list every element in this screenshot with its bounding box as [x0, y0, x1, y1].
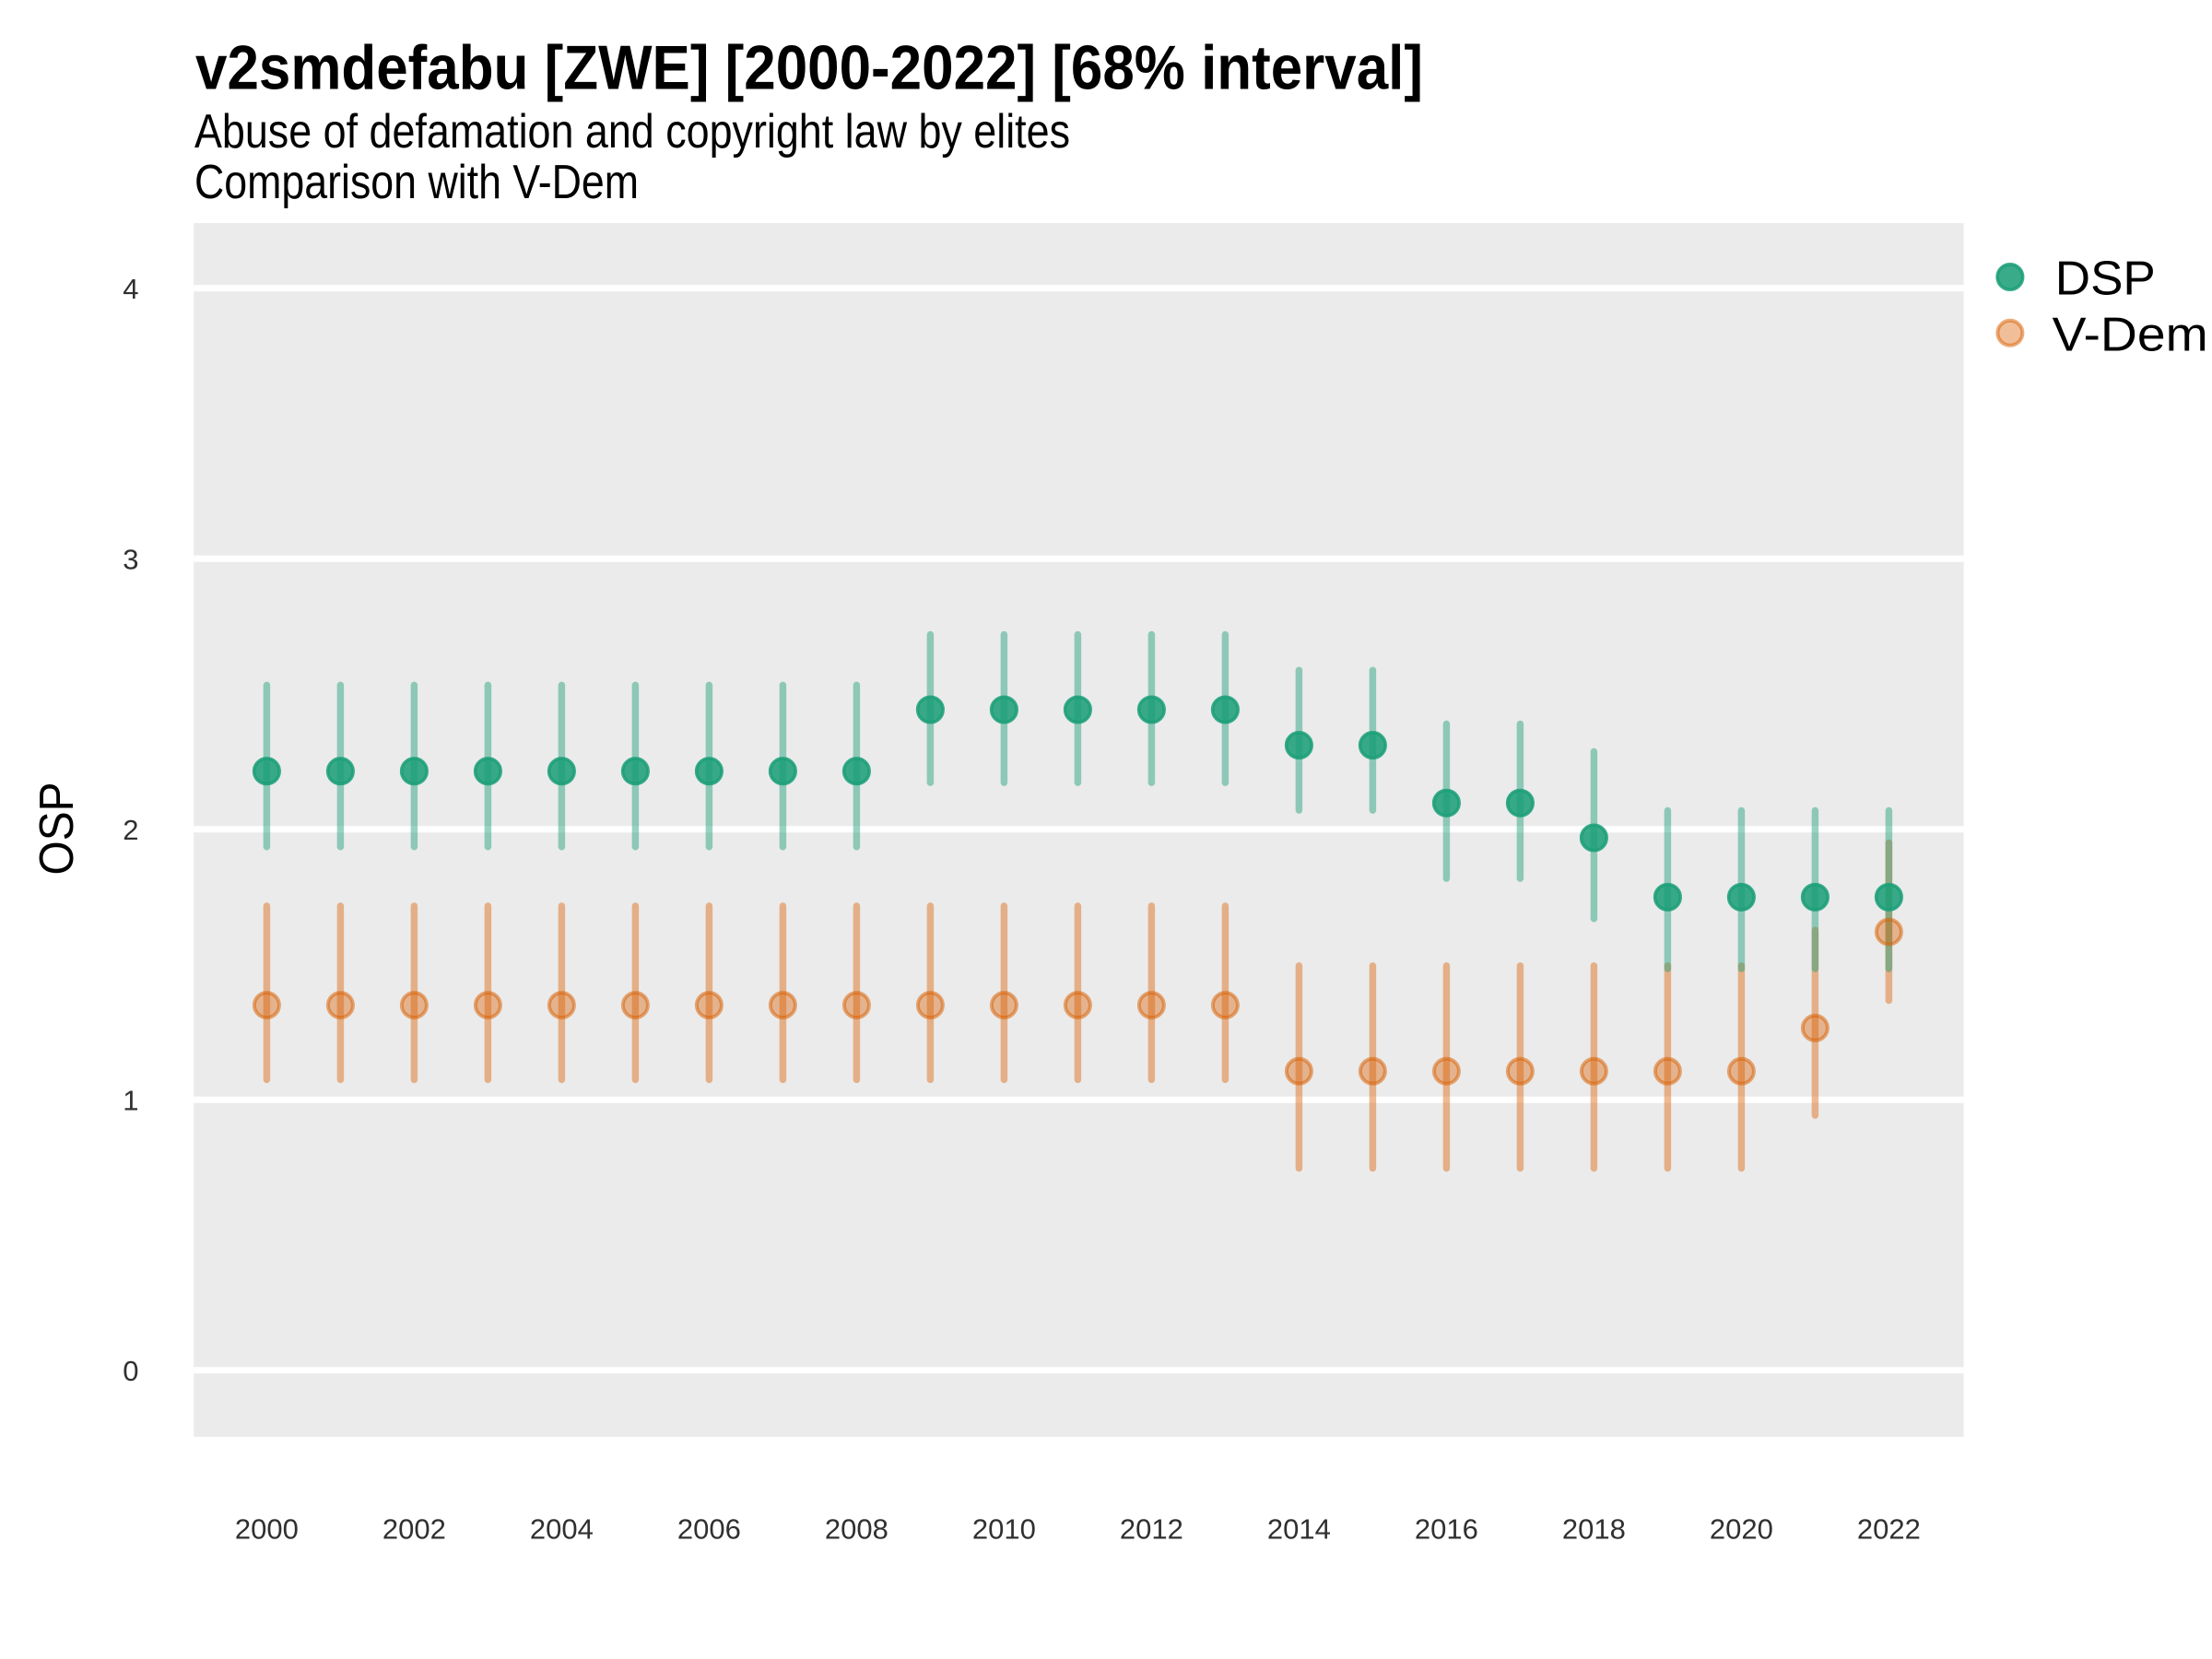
- svg-text:Comparison with V-Dem: Comparison with V-Dem: [194, 156, 639, 209]
- svg-text:2010: 2010: [972, 1513, 1036, 1546]
- svg-text:2020: 2020: [1710, 1513, 1773, 1546]
- svg-text:2012: 2012: [1120, 1513, 1183, 1546]
- svg-text:v2smdefabu [ZWE] [2000-2022] [: v2smdefabu [ZWE] [2000-2022] [68% interv…: [195, 33, 1423, 103]
- svg-text:1: 1: [123, 1085, 138, 1117]
- svg-text:2014: 2014: [1267, 1513, 1331, 1546]
- svg-text:4: 4: [123, 273, 138, 305]
- svg-text:2008: 2008: [825, 1513, 888, 1546]
- svg-text:2022: 2022: [1857, 1513, 1921, 1546]
- svg-text:Abuse of defamation and copyri: Abuse of defamation and copyright law by…: [194, 105, 1070, 159]
- svg-text:OSP: OSP: [30, 782, 84, 876]
- svg-text:2002: 2002: [382, 1513, 446, 1546]
- svg-text:2004: 2004: [530, 1513, 594, 1546]
- svg-text:V-Dem: V-Dem: [2053, 308, 2208, 361]
- svg-text:3: 3: [123, 543, 138, 575]
- svg-text:2018: 2018: [1562, 1513, 1626, 1546]
- svg-text:2000: 2000: [235, 1513, 299, 1546]
- svg-text:2: 2: [123, 814, 138, 846]
- svg-text:2016: 2016: [1415, 1513, 1478, 1546]
- svg-text:0: 0: [123, 1355, 138, 1387]
- svg-text:2006: 2006: [677, 1513, 741, 1546]
- svg-text:DSP: DSP: [2055, 253, 2156, 306]
